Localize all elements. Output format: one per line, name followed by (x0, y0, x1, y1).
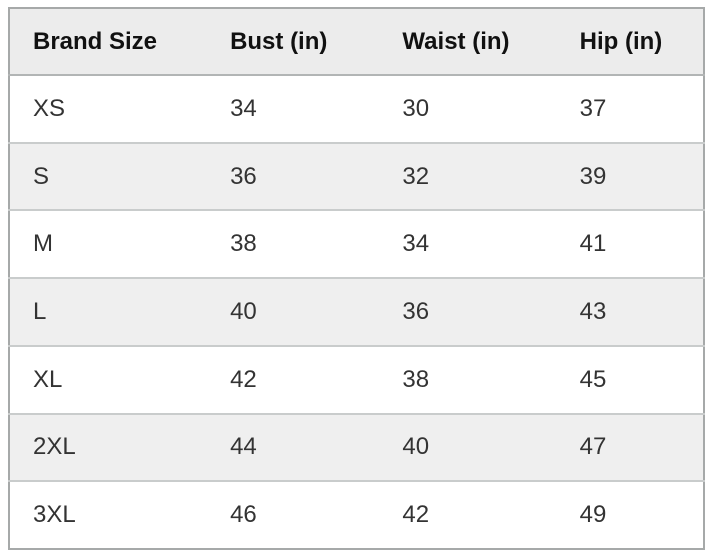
cell-bust: 36 (207, 142, 380, 212)
size-chart-table: Brand Size Bust (in) Waist (in) Hip (in)… (8, 7, 705, 550)
cell-brand-size: L (9, 278, 208, 347)
table-row: 2XL 44 40 47 (9, 413, 704, 483)
cell-brand-size: 2XL (9, 413, 208, 483)
cell-hip: 47 (556, 413, 704, 483)
col-header-waist: Waist (in) (379, 8, 557, 76)
cell-brand-size: XL (9, 345, 208, 415)
cell-bust: 44 (207, 413, 380, 483)
cell-hip: 43 (556, 278, 704, 347)
table-row: L 40 36 43 (9, 278, 704, 347)
cell-waist: 42 (379, 481, 557, 549)
cell-hip: 41 (556, 210, 704, 280)
cell-hip: 45 (556, 345, 704, 415)
cell-brand-size: XS (9, 75, 208, 144)
cell-waist: 38 (379, 345, 557, 415)
cell-hip: 37 (556, 75, 704, 144)
cell-bust: 34 (207, 75, 380, 144)
cell-brand-size: S (9, 142, 208, 212)
header-row: Brand Size Bust (in) Waist (in) Hip (in) (9, 8, 704, 76)
table-row: XL 42 38 45 (9, 345, 704, 415)
cell-brand-size: M (9, 210, 208, 280)
table-body: XS 34 30 37 S 36 32 39 M 38 34 41 L 40 36 43 XL 42 38 45 2XL… (9, 75, 704, 549)
cell-waist: 40 (379, 413, 557, 483)
col-header-brand-size: Brand Size (9, 8, 208, 76)
cell-hip: 49 (556, 481, 704, 549)
cell-waist: 32 (379, 142, 557, 212)
cell-bust: 46 (207, 481, 380, 549)
table-row: 3XL 46 42 49 (9, 481, 704, 549)
cell-hip: 39 (556, 142, 704, 212)
table-row: S 36 32 39 (9, 142, 704, 212)
cell-waist: 30 (379, 75, 557, 144)
cell-bust: 38 (207, 210, 380, 280)
cell-bust: 42 (207, 345, 380, 415)
table-row: XS 34 30 37 (9, 75, 704, 144)
cell-brand-size: 3XL (9, 481, 208, 549)
cell-waist: 34 (379, 210, 557, 280)
col-header-hip: Hip (in) (556, 8, 704, 76)
col-header-bust: Bust (in) (207, 8, 380, 76)
cell-bust: 40 (207, 278, 380, 347)
table-row: M 38 34 41 (9, 210, 704, 280)
cell-waist: 36 (379, 278, 557, 347)
